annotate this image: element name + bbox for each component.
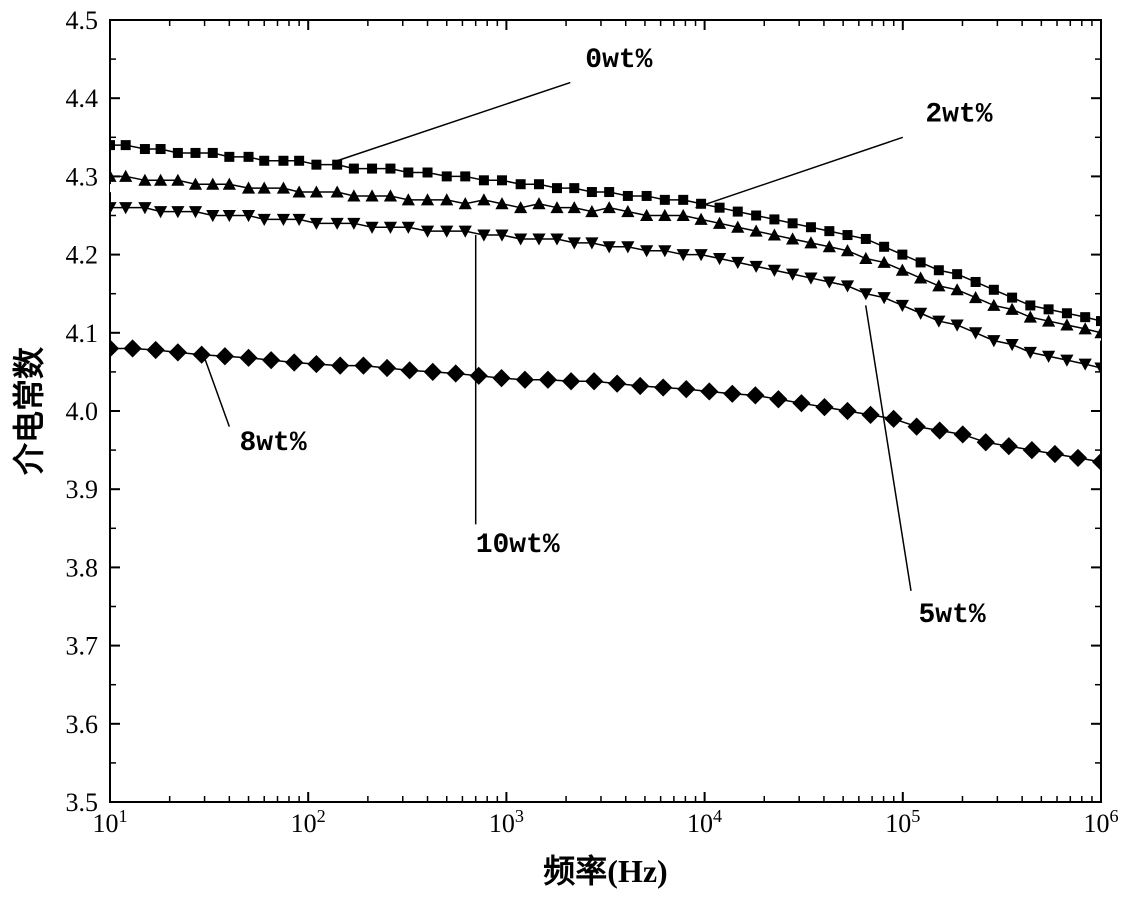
series-label-0wt%: 0wt% <box>585 45 652 76</box>
y-tick-label: 3.9 <box>66 475 99 504</box>
y-tick-label: 4.1 <box>66 319 99 348</box>
y-tick-label: 4.5 <box>66 6 99 35</box>
y-tick-label: 3.6 <box>66 710 99 739</box>
y-tick-label: 3.8 <box>66 553 99 582</box>
y-tick-label: 4.0 <box>66 397 99 426</box>
series-label-10wt%: 10wt% <box>476 530 560 561</box>
series-label-8wt%: 8wt% <box>239 428 306 459</box>
y-axis-label: 介电常数 <box>11 346 47 476</box>
y-tick-label: 3.7 <box>66 632 99 661</box>
y-tick-label: 4.4 <box>66 84 99 113</box>
chart-svg: 3.53.63.73.83.94.04.14.24.34.44.51011021… <box>0 0 1131 922</box>
y-tick-label: 4.2 <box>66 241 99 270</box>
x-axis-label: 频率(Hz) <box>543 853 667 889</box>
y-tick-label: 4.3 <box>66 162 99 191</box>
series-label-2wt%: 2wt% <box>925 100 992 131</box>
series-label-5wt%: 5wt% <box>918 600 985 631</box>
dielectric-chart: 3.53.63.73.83.94.04.14.24.34.44.51011021… <box>0 0 1131 922</box>
